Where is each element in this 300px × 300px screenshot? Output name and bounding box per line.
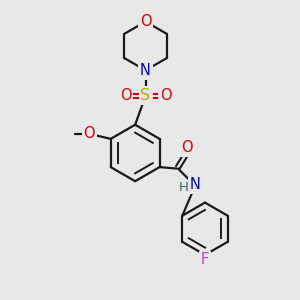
Text: F: F <box>201 253 209 268</box>
Text: N: N <box>140 63 151 78</box>
Text: O: O <box>182 140 193 155</box>
Text: S: S <box>140 88 151 104</box>
Text: O: O <box>83 126 95 141</box>
Text: O: O <box>160 88 171 104</box>
Text: H: H <box>179 181 189 194</box>
Text: O: O <box>140 14 152 29</box>
Text: O: O <box>120 88 131 104</box>
Text: N: N <box>190 177 201 192</box>
